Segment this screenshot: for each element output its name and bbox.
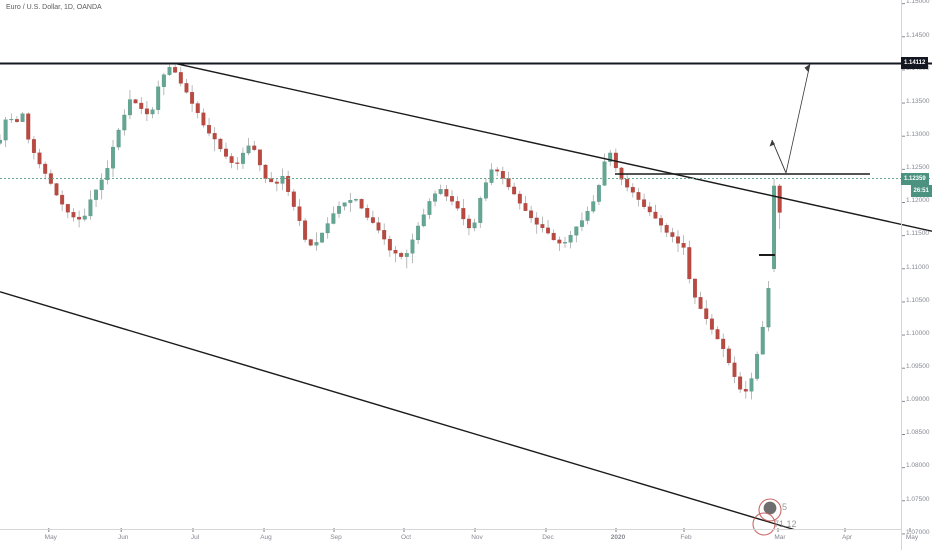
svg-text:5: 5 (782, 502, 787, 512)
svg-text:71.12: 71.12 (774, 519, 797, 529)
